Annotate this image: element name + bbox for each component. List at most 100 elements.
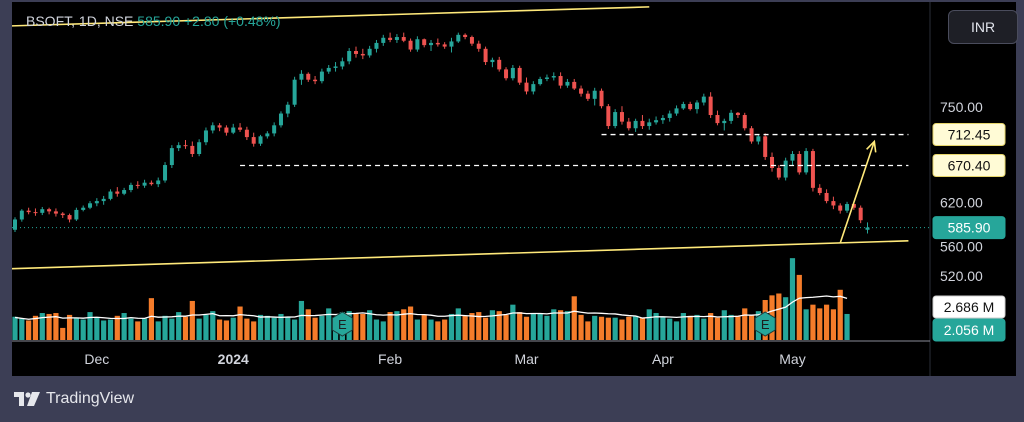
candle[interactable] bbox=[81, 205, 86, 212]
candle[interactable] bbox=[401, 32, 406, 43]
candle[interactable] bbox=[60, 212, 65, 218]
candle[interactable] bbox=[544, 74, 549, 82]
candle[interactable] bbox=[797, 151, 802, 175]
candle[interactable] bbox=[715, 110, 720, 126]
level-tag-1[interactable]: 712.45 bbox=[932, 123, 1006, 147]
candle[interactable] bbox=[394, 34, 399, 43]
candle[interactable] bbox=[510, 64, 515, 81]
candle[interactable] bbox=[74, 207, 79, 221]
candle[interactable] bbox=[824, 189, 829, 204]
earnings-marker-2[interactable]: E bbox=[754, 311, 776, 337]
candle[interactable] bbox=[633, 118, 638, 132]
candle[interactable] bbox=[40, 206, 45, 216]
candle[interactable] bbox=[572, 78, 577, 90]
candle[interactable] bbox=[203, 127, 208, 146]
candle[interactable] bbox=[333, 62, 338, 72]
candle[interactable] bbox=[340, 57, 345, 70]
candle[interactable] bbox=[360, 48, 365, 60]
candle[interactable] bbox=[244, 126, 249, 141]
interval-label[interactable]: 1D bbox=[78, 13, 97, 29]
volume-ma-tag[interactable]: 2.686 M bbox=[932, 295, 1006, 319]
candle[interactable] bbox=[47, 207, 52, 215]
candle[interactable] bbox=[695, 100, 699, 114]
candle[interactable] bbox=[776, 165, 781, 180]
candle[interactable] bbox=[770, 152, 775, 172]
candle[interactable] bbox=[292, 76, 297, 107]
candle[interactable] bbox=[619, 106, 624, 125]
candle[interactable] bbox=[606, 103, 611, 129]
candle[interactable] bbox=[217, 123, 222, 132]
candle[interactable] bbox=[858, 205, 863, 224]
currency-button[interactable]: INR bbox=[948, 10, 1018, 44]
candle[interactable] bbox=[94, 198, 99, 207]
candle[interactable] bbox=[667, 110, 672, 122]
candle[interactable] bbox=[749, 126, 754, 144]
candle[interactable] bbox=[592, 87, 597, 106]
candle[interactable] bbox=[565, 78, 570, 88]
candle[interactable] bbox=[524, 77, 529, 95]
last-price-tag[interactable]: 585.90 bbox=[932, 216, 1006, 240]
candle[interactable] bbox=[367, 45, 372, 58]
candle[interactable] bbox=[476, 40, 481, 52]
candle[interactable] bbox=[285, 101, 290, 118]
candle[interactable] bbox=[319, 68, 324, 84]
candle[interactable] bbox=[517, 65, 522, 85]
candle[interactable] bbox=[804, 148, 809, 175]
candle[interactable] bbox=[67, 213, 72, 223]
candle[interactable] bbox=[210, 122, 215, 134]
candle[interactable] bbox=[729, 109, 734, 124]
candle[interactable] bbox=[33, 208, 38, 216]
candle[interactable] bbox=[845, 201, 850, 213]
candle[interactable] bbox=[688, 101, 693, 111]
candle[interactable] bbox=[224, 125, 229, 136]
candle[interactable] bbox=[265, 131, 270, 139]
candle[interactable] bbox=[176, 142, 181, 152]
candle[interactable] bbox=[483, 46, 488, 65]
candle[interactable] bbox=[156, 177, 161, 188]
candle[interactable] bbox=[278, 111, 283, 128]
candle[interactable] bbox=[374, 39, 379, 53]
candle[interactable] bbox=[654, 116, 659, 125]
candle[interactable] bbox=[647, 118, 652, 130]
candle[interactable] bbox=[135, 181, 140, 189]
candle[interactable] bbox=[101, 195, 106, 205]
candle[interactable] bbox=[381, 34, 386, 46]
candle[interactable] bbox=[306, 72, 311, 82]
candle[interactable] bbox=[449, 37, 454, 53]
candle[interactable] bbox=[722, 118, 727, 131]
candle[interactable] bbox=[183, 140, 188, 149]
candle[interactable] bbox=[415, 36, 420, 52]
candle[interactable] bbox=[469, 35, 474, 46]
projection-arrow[interactable] bbox=[839, 139, 877, 244]
candle[interactable] bbox=[128, 182, 133, 193]
candle[interactable] bbox=[53, 208, 58, 217]
chart-panel[interactable]: E E Dec 2024 Feb Mar Apr May 750.00 620.00 560.00… bbox=[12, 2, 1018, 376]
candle[interactable] bbox=[115, 187, 120, 197]
candle[interactable] bbox=[674, 105, 679, 116]
candle[interactable] bbox=[585, 90, 590, 102]
candle[interactable] bbox=[354, 46, 358, 58]
tradingview-brand[interactable]: TradingView bbox=[14, 390, 134, 408]
candle[interactable] bbox=[108, 189, 113, 201]
candle[interactable] bbox=[735, 112, 740, 118]
candle[interactable] bbox=[763, 133, 768, 160]
candle[interactable] bbox=[299, 70, 304, 85]
candle[interactable] bbox=[88, 201, 93, 210]
candle[interactable] bbox=[442, 42, 447, 49]
candlestick-chart[interactable]: E E Dec 2024 Feb Mar Apr May 750.00 620.00 560.00… bbox=[12, 2, 1016, 376]
candle[interactable] bbox=[326, 64, 331, 74]
candle[interactable] bbox=[272, 122, 277, 137]
candle[interactable] bbox=[422, 38, 427, 48]
volume-last-tag[interactable]: 2.056 M bbox=[932, 318, 1006, 342]
symbol-name[interactable]: BSOFT bbox=[26, 13, 72, 29]
candle[interactable] bbox=[313, 76, 318, 85]
candle[interactable] bbox=[783, 157, 788, 181]
candle[interactable] bbox=[579, 85, 584, 97]
candle[interactable] bbox=[613, 109, 618, 129]
candle[interactable] bbox=[429, 39, 434, 52]
trendline-1[interactable] bbox=[12, 6, 650, 27]
candle[interactable] bbox=[231, 123, 236, 135]
candle[interactable] bbox=[197, 139, 202, 157]
candle[interactable] bbox=[251, 132, 256, 147]
candle[interactable] bbox=[190, 141, 195, 157]
